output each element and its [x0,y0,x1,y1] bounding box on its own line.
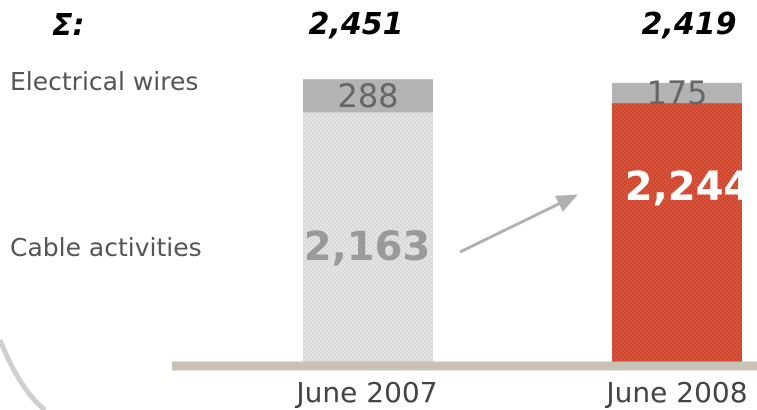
x-tick-label-2007: June 2007 [294,376,437,409]
bar-segment-cable-2008 [612,103,742,362]
growth-arrow [460,196,575,252]
series-label-cable: Cable activities [10,233,202,262]
x-tick-label-2008: June 2008 [604,376,747,409]
data-label-electrical-2007: 288 [337,77,398,115]
series-label-electrical: Electrical wires [10,67,198,96]
total-label-2008: 2,419 [642,7,737,42]
data-label-cable-2007: 2,163 [304,224,431,270]
data-label-electrical-2008: 175 [646,74,707,112]
data-label-cable-2008: 2,244 [625,164,752,210]
total-label-2007: 2,451 [309,7,404,42]
totals-label: Σ: [52,8,85,43]
decorative-arc [0,340,45,410]
